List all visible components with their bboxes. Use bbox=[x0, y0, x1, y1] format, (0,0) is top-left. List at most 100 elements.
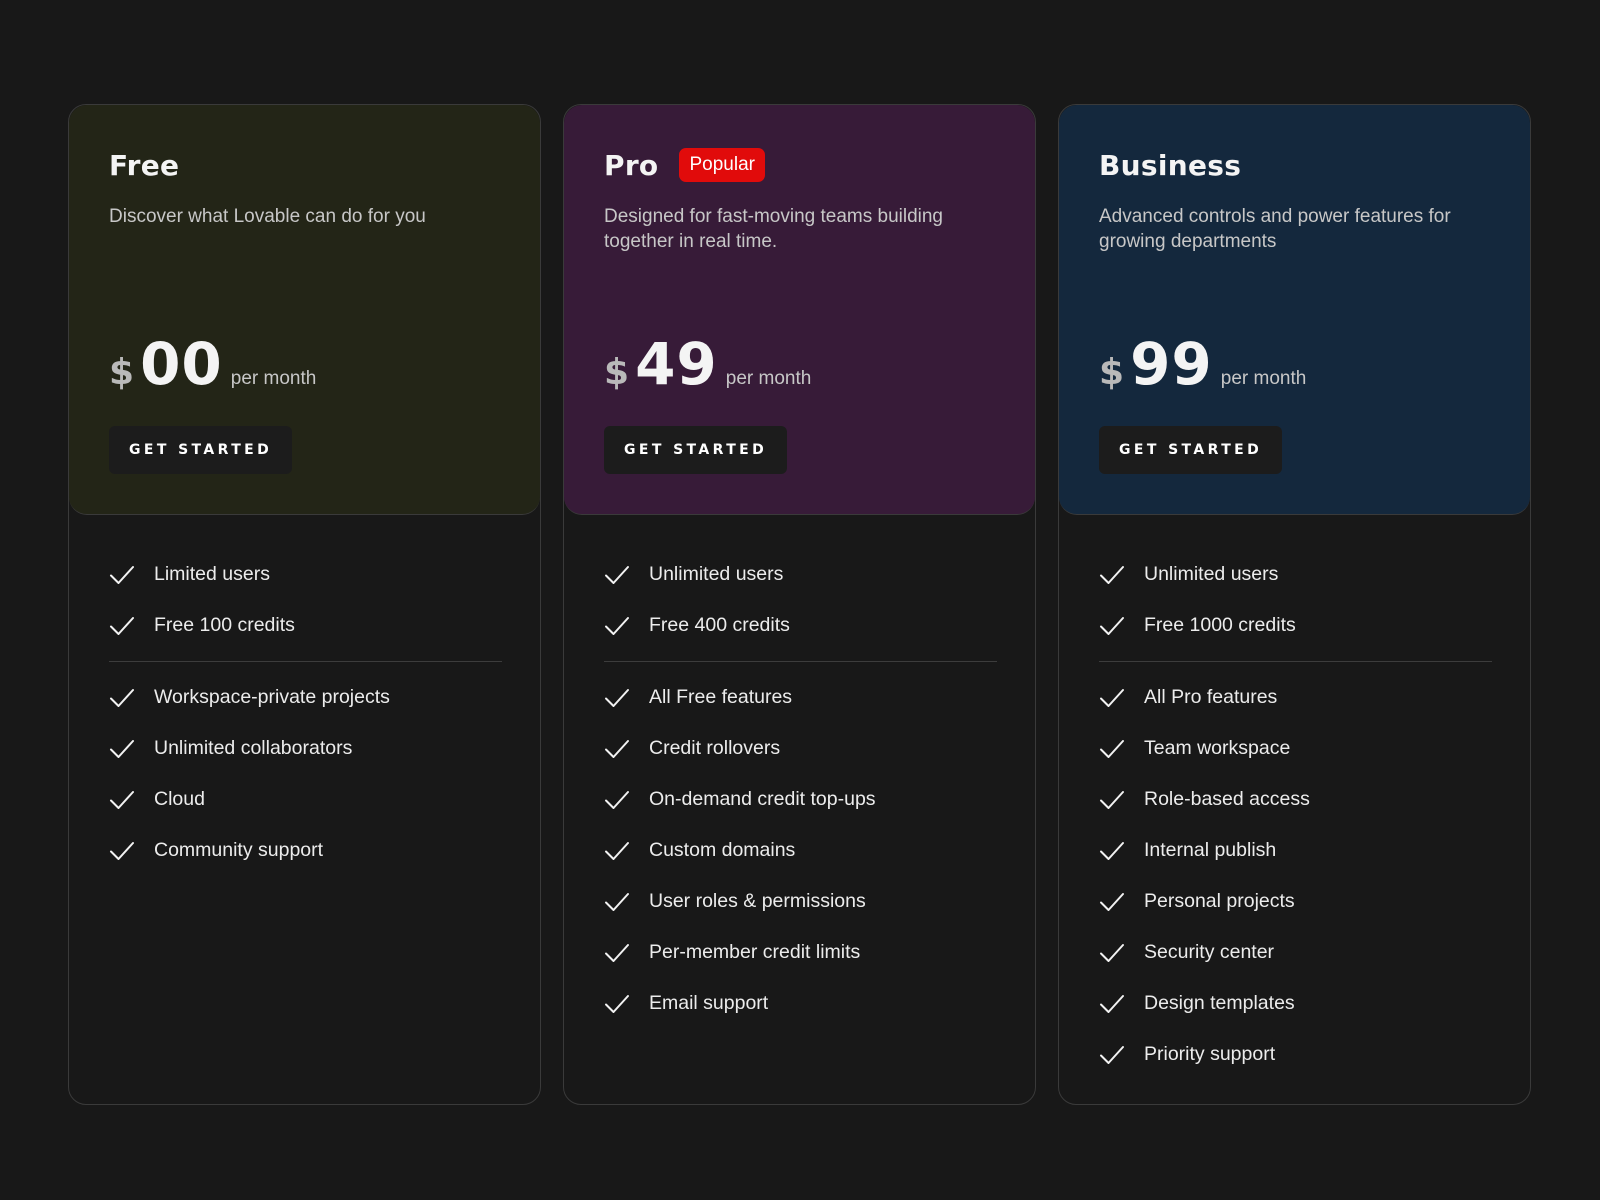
price-amount: 49 bbox=[635, 330, 718, 398]
price-period: per month bbox=[230, 368, 317, 389]
feature-item: Design templates bbox=[1099, 978, 1490, 1029]
checkmark-icon bbox=[604, 562, 630, 588]
feature-label: Email support bbox=[649, 992, 769, 1014]
feature-item: Unlimited users bbox=[1099, 549, 1490, 600]
feature-label: All Pro features bbox=[1144, 686, 1278, 708]
checkmark-icon bbox=[1099, 991, 1125, 1017]
feature-label: All Free features bbox=[649, 686, 793, 708]
features-divider bbox=[1099, 661, 1492, 662]
checkmark-icon bbox=[109, 613, 135, 639]
feature-label: Per-member credit limits bbox=[649, 941, 861, 963]
features-divider bbox=[109, 661, 502, 662]
feature-label: Unlimited collaborators bbox=[154, 737, 353, 759]
checkmark-icon bbox=[604, 613, 630, 639]
feature-item: Priority support bbox=[1099, 1029, 1490, 1080]
checkmark-icon bbox=[109, 736, 135, 762]
feature-label: Limited users bbox=[154, 563, 270, 585]
plan-features-free: Limited users Free 100 credits Workspace-… bbox=[69, 515, 540, 876]
feature-label: Priority support bbox=[1144, 1043, 1276, 1065]
price-currency: $ bbox=[604, 352, 630, 393]
get-started-button[interactable]: GET STARTED bbox=[1099, 426, 1283, 474]
feature-item: Team workspace bbox=[1099, 723, 1490, 774]
checkmark-icon bbox=[604, 940, 630, 966]
plan-description: Advanced controls and power features for… bbox=[1099, 206, 1451, 252]
price-period: per month bbox=[1220, 368, 1307, 389]
feature-item: Free 100 credits bbox=[109, 600, 500, 651]
feature-item: Custom domains bbox=[604, 825, 995, 876]
feature-label: Community support bbox=[154, 839, 324, 861]
plan-card-business: Business Advanced controls and power fea… bbox=[1058, 104, 1531, 1105]
pricing-plans: Free Discover what Lovable can do for yo… bbox=[68, 104, 1531, 1105]
feature-label: Workspace-private projects bbox=[154, 686, 390, 708]
feature-item: Workspace-private projects bbox=[109, 672, 500, 723]
plan-card-pro: Pro Popular Designed for fast-moving tea… bbox=[563, 104, 1036, 1105]
feature-item: Credit rollovers bbox=[604, 723, 995, 774]
checkmark-icon bbox=[1099, 940, 1125, 966]
get-started-button[interactable]: GET STARTED bbox=[604, 426, 788, 474]
checkmark-icon bbox=[604, 685, 630, 711]
feature-item: On-demand credit top-ups bbox=[604, 774, 995, 825]
plan-name: Pro bbox=[604, 148, 659, 182]
features-secondary: Workspace-private projects Unlimited coll… bbox=[109, 672, 500, 876]
checkmark-icon bbox=[1099, 889, 1125, 915]
checkmark-icon bbox=[1099, 787, 1125, 813]
feature-label: Cloud bbox=[154, 788, 205, 810]
feature-label: Design templates bbox=[1144, 992, 1295, 1014]
plan-title-row: Business bbox=[1099, 147, 1490, 183]
feature-label: Free 400 credits bbox=[649, 614, 790, 636]
checkmark-icon bbox=[1099, 736, 1125, 762]
feature-item: Unlimited collaborators bbox=[109, 723, 500, 774]
features-primary: Unlimited users Free 400 credits bbox=[604, 549, 995, 651]
feature-label: Custom domains bbox=[649, 839, 796, 861]
price-amount: 99 bbox=[1130, 330, 1213, 398]
feature-item: Personal projects bbox=[1099, 876, 1490, 927]
plan-description: Designed for fast-moving teams building … bbox=[604, 206, 944, 252]
feature-label: Unlimited users bbox=[1144, 563, 1279, 585]
checkmark-icon bbox=[604, 736, 630, 762]
feature-item: Security center bbox=[1099, 927, 1490, 978]
features-primary: Limited users Free 100 credits bbox=[109, 549, 500, 651]
plan-description: Discover what Lovable can do for you bbox=[109, 206, 426, 227]
feature-label: Free 100 credits bbox=[154, 614, 295, 636]
checkmark-icon bbox=[109, 787, 135, 813]
plan-header-business: Business Advanced controls and power fea… bbox=[1059, 105, 1530, 515]
feature-item: Cloud bbox=[109, 774, 500, 825]
feature-item: Free 400 credits bbox=[604, 600, 995, 651]
features-primary: Unlimited users Free 1000 credits bbox=[1099, 549, 1490, 651]
plan-price: $ 99 per month bbox=[1099, 335, 1306, 393]
feature-item: Email support bbox=[604, 978, 995, 1029]
feature-label: Unlimited users bbox=[649, 563, 784, 585]
plan-header-free: Free Discover what Lovable can do for yo… bbox=[69, 105, 540, 515]
checkmark-icon bbox=[1099, 562, 1125, 588]
checkmark-icon bbox=[1099, 613, 1125, 639]
feature-label: Credit rollovers bbox=[649, 737, 781, 759]
feature-item: All Free features bbox=[604, 672, 995, 723]
feature-label: Personal projects bbox=[1144, 890, 1295, 912]
checkmark-icon bbox=[1099, 1042, 1125, 1068]
feature-label: Role-based access bbox=[1144, 788, 1310, 810]
feature-item: Free 1000 credits bbox=[1099, 600, 1490, 651]
checkmark-icon bbox=[604, 787, 630, 813]
feature-label: Internal publish bbox=[1144, 839, 1277, 861]
feature-label: On-demand credit top-ups bbox=[649, 788, 876, 810]
feature-label: Team workspace bbox=[1144, 737, 1291, 759]
price-period: per month bbox=[725, 368, 812, 389]
price-currency: $ bbox=[1099, 352, 1125, 393]
checkmark-icon bbox=[604, 991, 630, 1017]
checkmark-icon bbox=[109, 685, 135, 711]
checkmark-icon bbox=[1099, 838, 1125, 864]
checkmark-icon bbox=[604, 838, 630, 864]
checkmark-icon bbox=[109, 838, 135, 864]
plan-name: Business bbox=[1099, 148, 1242, 182]
feature-item: All Pro features bbox=[1099, 672, 1490, 723]
get-started-button[interactable]: GET STARTED bbox=[109, 426, 293, 474]
feature-item: Unlimited users bbox=[604, 549, 995, 600]
plan-name: Free bbox=[109, 148, 180, 182]
plan-header-pro: Pro Popular Designed for fast-moving tea… bbox=[564, 105, 1035, 515]
plan-card-free: Free Discover what Lovable can do for yo… bbox=[68, 104, 541, 1105]
plan-features-pro: Unlimited users Free 400 credits All Free… bbox=[564, 515, 1035, 1029]
feature-item: User roles & permissions bbox=[604, 876, 995, 927]
feature-item: Role-based access bbox=[1099, 774, 1490, 825]
plan-price: $ 00 per month bbox=[109, 335, 316, 393]
price-currency: $ bbox=[109, 352, 135, 393]
